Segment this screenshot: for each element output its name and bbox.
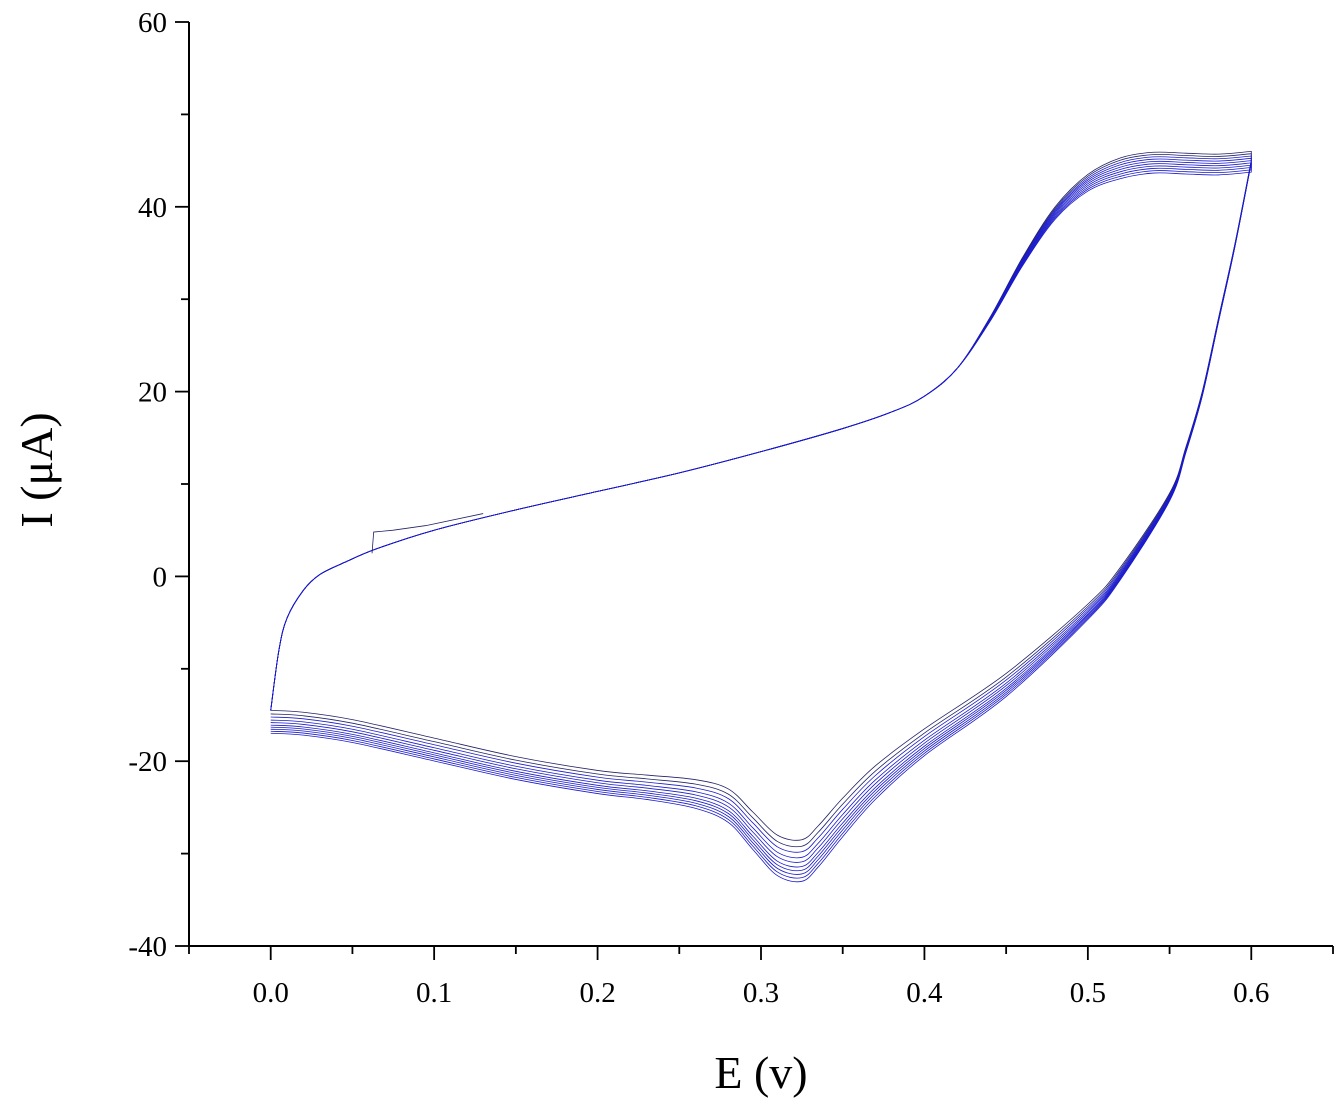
cv-cycle-9 <box>270 162 1252 879</box>
ticks <box>175 21 1334 960</box>
cv-cycle-8 <box>270 162 1252 875</box>
x-tick-label: 0.2 <box>579 977 615 1009</box>
x-axis-title: E (v) <box>714 1047 807 1098</box>
cv-cycle-7 <box>270 162 1252 872</box>
x-tick-label: 0.3 <box>743 977 779 1009</box>
cv-initial-segment <box>371 513 484 554</box>
cv-cycle-6 <box>270 161 1252 868</box>
x-tick-label: 0.0 <box>253 977 289 1009</box>
cv-cycle-10 <box>270 162 1252 883</box>
x-tick-label: 0.5 <box>1070 977 1106 1009</box>
x-tick-label: 0.6 <box>1233 977 1269 1009</box>
x-tick-label: 0.1 <box>416 977 452 1009</box>
y-tick-label: 20 <box>138 377 167 409</box>
x-tick-label: 0.4 <box>906 977 943 1009</box>
y-tick-label: -20 <box>128 746 167 778</box>
tick-labels: 0.0 0.1 0.2 0.3 0.4 0.5 0.6 -40 -20 0 20 40 60 <box>128 7 1269 1009</box>
cv-cycle-2 <box>270 153 1252 848</box>
y-tick-label: -40 <box>128 931 167 963</box>
y-tick-label: 0 <box>153 561 168 593</box>
y-tick-label: 40 <box>138 192 167 224</box>
cv-cycle-3 <box>270 155 1252 853</box>
y-axis-title: I (μA) <box>11 412 62 527</box>
cv-cycle-1 <box>270 150 1252 841</box>
axes <box>188 22 1333 947</box>
cv-curves <box>270 150 1252 883</box>
y-tick-label: 60 <box>138 7 167 39</box>
